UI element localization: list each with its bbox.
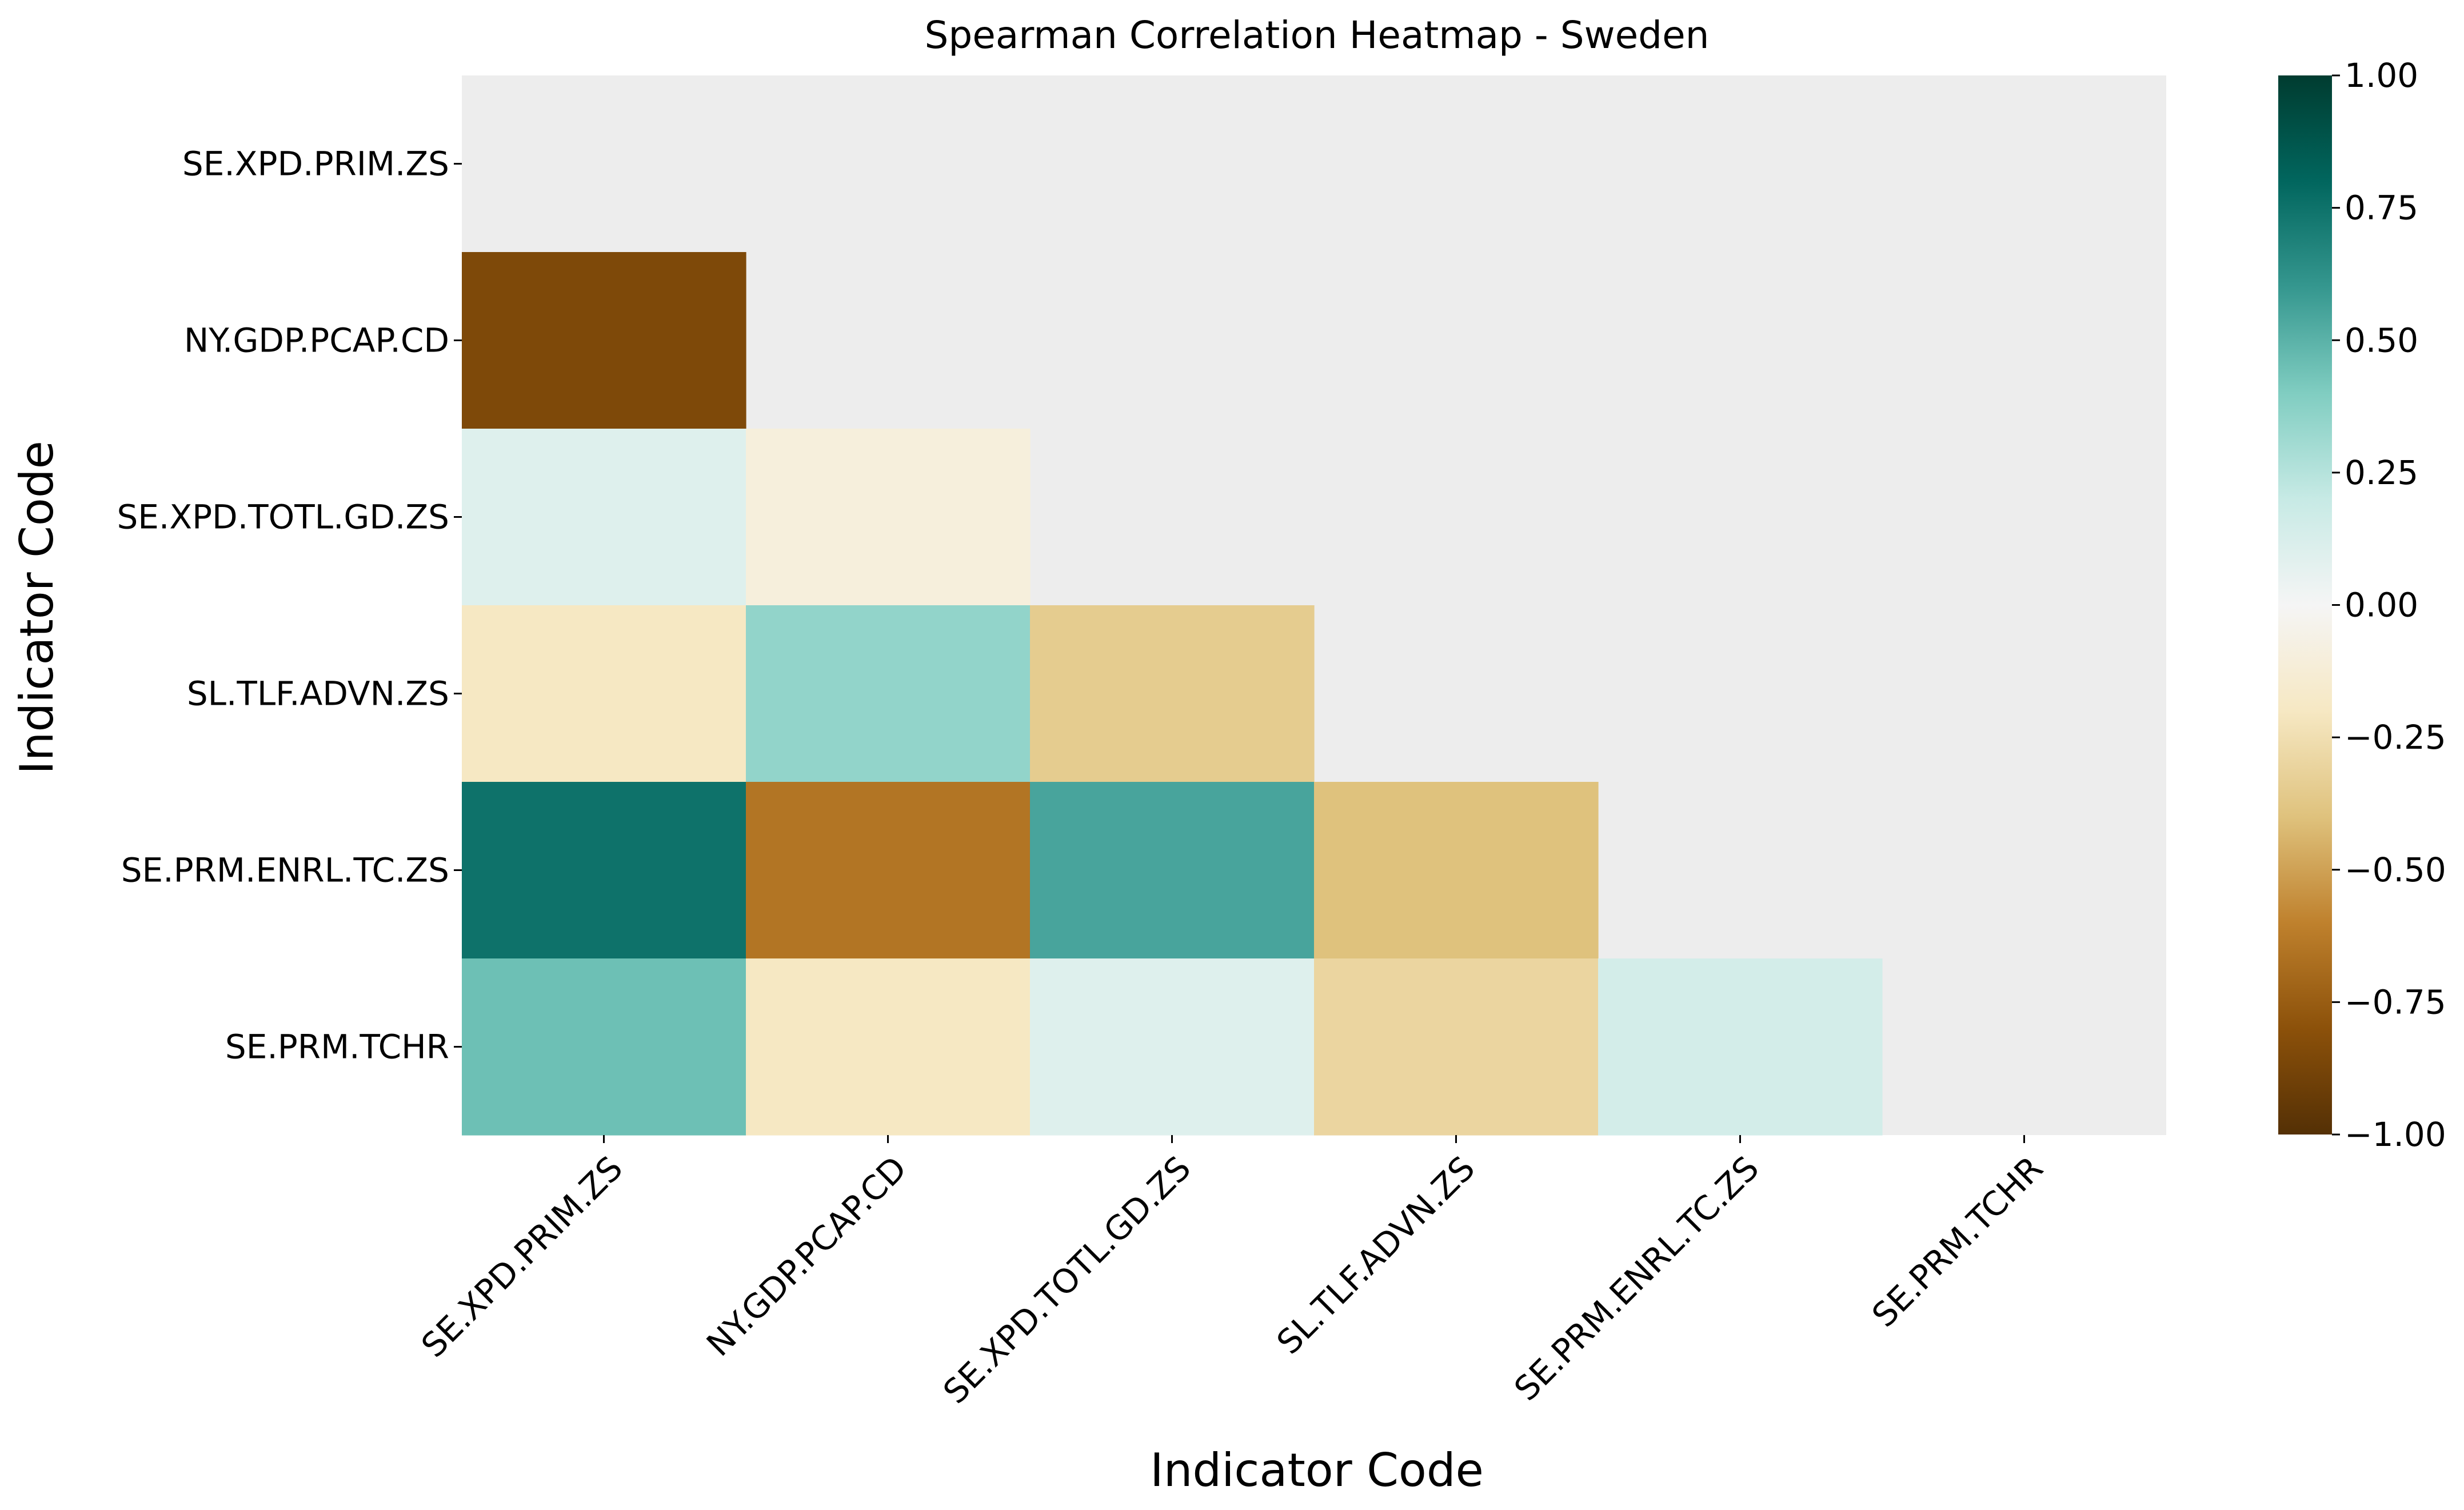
colorbar-tick-label: 0.00 <box>2345 586 2418 625</box>
colorbar-tick-label: 0.50 <box>2345 321 2418 359</box>
y-tick-label: SL.TLF.ADVN.ZS <box>187 674 449 713</box>
chart-title: Spearman Correlation Heatmap - Sweden <box>924 13 1709 57</box>
heatmap-cell <box>462 605 746 782</box>
y-tick-label: SE.XPD.PRIM.ZS <box>182 145 449 183</box>
heatmap-cell <box>746 605 1031 782</box>
colorbar-tick-label: 0.25 <box>2345 453 2418 492</box>
colorbar-gradient <box>2278 75 2332 1135</box>
colorbar-tick-label: 0.75 <box>2345 189 2418 227</box>
y-tick-label: SE.XPD.TOTL.GD.ZS <box>117 498 449 537</box>
heatmap-cell <box>1030 958 1315 1136</box>
heatmap-cell <box>1598 958 1883 1136</box>
y-tick-label: NY.GDP.PCAP.CD <box>184 321 449 360</box>
colorbar-ticks: 1.00 0.75 0.50 0.25 0.00 −0.25 −0.50 −0.75 −1.00 <box>2332 56 2446 1154</box>
x-axis-ticks: SE.XPD.PRIM.ZS NY.GDP.PCAP.CD SE.XPD.TOTL.… <box>414 1135 2050 1411</box>
x-tick-label: SE.XPD.TOTL.GD.ZS <box>936 1149 1198 1411</box>
x-tick-label: SL.TLF.ADVN.ZS <box>1269 1149 1483 1362</box>
y-tick-label: SE.PRM.ENRL.TC.ZS <box>121 851 449 890</box>
y-tick-label: SE.PRM.TCHR <box>225 1028 449 1066</box>
x-tick-label: SE.XPD.PRIM.ZS <box>414 1149 630 1365</box>
colorbar-tick-label: −0.50 <box>2345 850 2446 889</box>
colorbar-tick-label: −0.75 <box>2345 982 2446 1021</box>
y-axis-label: Indicator Code <box>10 441 63 774</box>
colorbar-tick-label: 1.00 <box>2345 56 2418 95</box>
heatmap-cell <box>462 782 746 959</box>
heatmap-cell <box>462 252 746 429</box>
y-axis-ticks: SE.XPD.PRIM.ZS NY.GDP.PCAP.CD SE.XPD.TOTL.… <box>117 145 462 1066</box>
heatmap-cell <box>1030 782 1315 959</box>
colorbar-tick-label: −0.25 <box>2345 718 2446 757</box>
colorbar <box>2278 75 2332 1135</box>
heatmap-cell <box>746 782 1031 959</box>
colorbar-tick-label: −1.00 <box>2345 1115 2446 1154</box>
heatmap-cell <box>746 958 1031 1136</box>
heatmap-cell <box>1314 958 1599 1136</box>
x-tick-label: SE.PRM.TCHR <box>1864 1149 2050 1335</box>
x-tick-label: NY.GDP.PCAP.CD <box>699 1149 914 1364</box>
heatmap-cell <box>462 429 746 606</box>
heatmap-cell <box>746 429 1031 606</box>
x-axis-label: Indicator Code <box>1150 1444 1484 1497</box>
heatmap-cell <box>462 958 746 1136</box>
heatmap-cell <box>1314 782 1599 959</box>
plot-area <box>462 75 2166 1136</box>
x-tick-label: SE.PRM.ENRL.TC.ZS <box>1507 1149 1766 1408</box>
heatmap-cell <box>1030 605 1315 782</box>
